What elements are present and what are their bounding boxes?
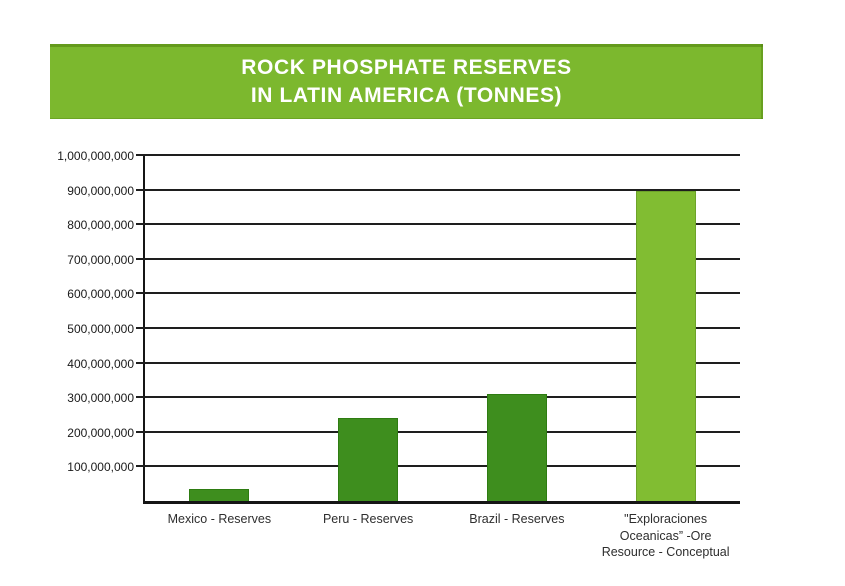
x-axis-label-brazil-reserves: Brazil - Reserves [469,512,565,526]
y-axis-tick [136,327,145,329]
y-axis-tick [136,396,145,399]
gridline [145,188,740,191]
y-axis-tick-label: 600,000,000 [67,287,134,302]
y-axis-tick [136,154,145,156]
y-axis-tick [136,188,145,191]
y-axis-tick-label: 300,000,000 [67,391,134,406]
gridline [145,223,740,226]
y-axis-tick-label: 100,000,000 [67,460,134,475]
y-axis-tick [136,465,145,468]
chart-title-banner: ROCK PHOSPHATE RESERVES IN LATIN AMERICA… [50,44,763,119]
y-axis-tick [136,223,145,226]
plot-area: 100,000,000 200,000,000 300,000,000 400,000… [57,149,740,559]
gridline [145,465,740,468]
gridline [145,430,740,433]
y-axis-tick-label: 800,000,000 [67,218,134,233]
y-axis-tick-label: 400,000,000 [67,356,134,371]
y-axis-tick-label: 200,000,000 [67,425,134,440]
chart-title-line2: IN LATIN AMERICA (TONNES) [250,83,563,107]
x-axis-label-mexico-reserves: Mexico - Reserves [167,512,272,526]
gridline [145,361,740,364]
gridline [145,292,740,295]
bar-exploraciones-oceanicas-ore [635,191,696,501]
y-axis-tick-label: 900,000,000 [67,183,134,198]
gridline [145,327,740,329]
x-axis-label-exploraciones-oceanicas-ore: "Exploraciones Oceanicas” -Ore Resource … [601,512,730,559]
bar-brazil-reserves [486,393,547,501]
y-axis-tick [136,257,145,260]
y-axis-tick-label: 700,000,000 [67,252,134,267]
gridline [145,257,740,260]
y-axis-tick [136,430,145,433]
gridline [145,154,740,156]
y-axis-tick-label: 1,000,000,000 [57,149,134,163]
y-axis-tick [136,361,145,364]
y-axis-tick-label: 500,000,000 [67,322,134,336]
bar-mexico-reserves [189,488,250,501]
chart-title-line1: ROCK PHOSPHATE RESERVES [241,55,572,79]
gridline [145,396,740,399]
y-axis-tick [136,292,145,295]
bar-peru-reserves [338,417,399,501]
x-axis-label-peru-reserves: Peru - Reserves [322,512,414,526]
